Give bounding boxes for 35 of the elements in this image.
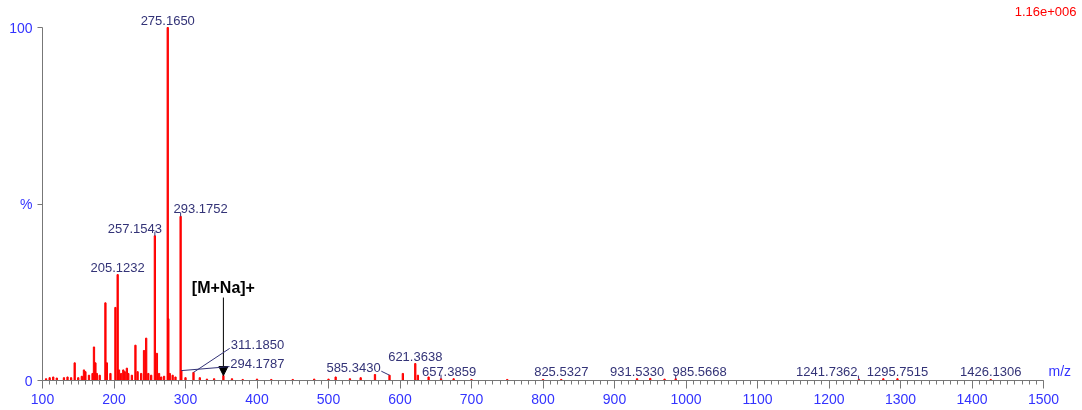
x-tick-label: 600 (388, 390, 412, 407)
annotation: 657.3859 (421, 363, 477, 379)
x-tick-label: 700 (459, 390, 484, 407)
annotation: [M+Na]+ (191, 278, 255, 296)
x-tick-label: 800 (531, 390, 555, 407)
annotation: 294.1787 (230, 355, 285, 371)
annotation: 293.1752 (173, 201, 228, 217)
x-axis-title: m/z (1048, 362, 1072, 379)
x-tick-label: 500 (316, 390, 341, 407)
annotation: 311.1850 (230, 337, 285, 353)
x-tick-label: 1100 (742, 390, 773, 407)
annotation: 931.5330 (609, 363, 665, 379)
y-tick-label: 100 (9, 19, 33, 36)
annotation: 275.1650 (140, 12, 195, 28)
annotation: 621.3638 (388, 348, 443, 364)
x-tick-label: 1300 (884, 390, 917, 407)
x-tick-label: 300 (173, 390, 198, 407)
x-tick-label: 400 (245, 390, 269, 407)
x-tick-label: 1000 (670, 390, 702, 407)
x-tick-label: 900 (602, 390, 627, 407)
annotation: 1241.7362 (796, 364, 858, 380)
y-tick-label: 0 (24, 372, 33, 389)
y-tick-label: % (20, 196, 33, 212)
x-tick-label: 1200 (813, 390, 845, 407)
x-tick-label: 200 (102, 390, 126, 407)
annotation: 1295.7515 (866, 363, 929, 379)
annotation: 585.3430 (326, 360, 381, 376)
x-tick-label: 1500 (1027, 390, 1060, 407)
annotation: 1426.1306 (959, 364, 1022, 380)
annotation: 825.5327 (534, 364, 589, 380)
x-tick-label: 1400 (956, 390, 988, 407)
annotation: 985.5668 (672, 363, 727, 379)
text: 1.16e+006 (1014, 3, 1077, 19)
annotation: 257.1543 (107, 220, 162, 236)
annotation: 205.1232 (90, 259, 145, 275)
